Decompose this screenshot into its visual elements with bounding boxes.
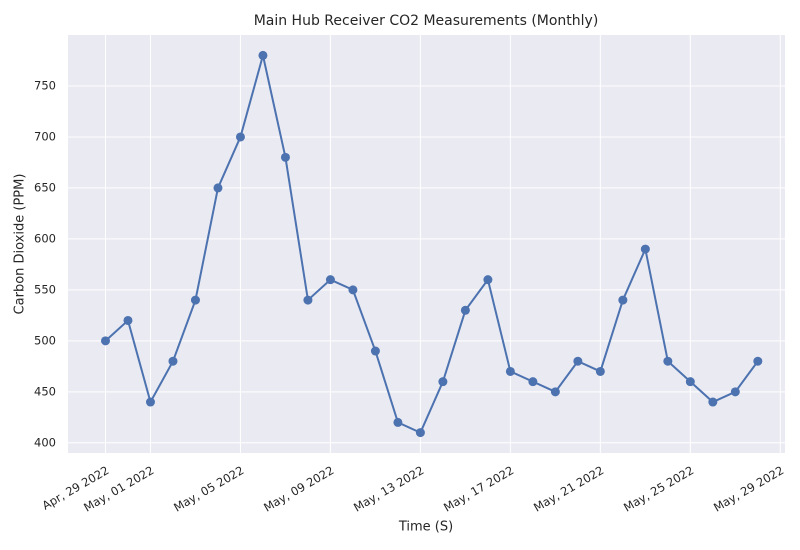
data-point <box>100 336 110 346</box>
data-point <box>528 377 538 387</box>
y-tick-label: 650 <box>34 180 56 194</box>
y-tick-label: 700 <box>34 129 56 143</box>
data-point <box>595 366 605 376</box>
data-point <box>730 387 740 397</box>
data-point <box>190 295 200 305</box>
data-point <box>370 346 380 356</box>
plot-area <box>68 35 785 453</box>
y-tick-label: 750 <box>34 78 56 92</box>
x-axis-label: Time (S) <box>398 520 453 535</box>
data-point <box>258 50 268 60</box>
data-line <box>104 55 759 434</box>
x-tick-label: May, 29 2022 <box>711 463 786 514</box>
data-point <box>123 315 133 325</box>
data-point <box>640 244 650 254</box>
data-point <box>663 356 673 366</box>
data-point <box>708 397 718 407</box>
y-tick-label: 500 <box>34 333 56 347</box>
data-point <box>415 428 425 438</box>
x-tick-label: May, 21 2022 <box>531 463 606 514</box>
data-point <box>753 356 763 366</box>
data-point <box>168 356 178 366</box>
data-point <box>505 366 515 376</box>
y-axis-label: Carbon Dioxide (PPM) <box>13 174 28 315</box>
data-point <box>618 295 628 305</box>
data-point <box>573 356 583 366</box>
x-tick-label: May, 25 2022 <box>621 463 696 514</box>
data-point <box>280 152 290 162</box>
data-point <box>460 305 470 315</box>
data-point <box>483 275 493 285</box>
x-tick-label: May, 13 2022 <box>351 463 426 514</box>
data-point <box>213 183 223 193</box>
data-point <box>145 397 155 407</box>
data-point <box>325 275 335 285</box>
y-tick-label: 450 <box>34 384 56 398</box>
y-tick-label: 400 <box>34 435 56 449</box>
data-point <box>685 377 695 387</box>
data-point <box>393 417 403 427</box>
x-tick-label: May, 17 2022 <box>441 463 516 514</box>
data-point <box>550 387 560 397</box>
chart-title: Main Hub Receiver CO2 Measurements (Mont… <box>254 13 599 29</box>
y-tick-label: 550 <box>34 282 56 296</box>
data-point <box>235 132 245 142</box>
data-point <box>303 295 313 305</box>
data-point <box>348 285 358 295</box>
data-point <box>438 377 448 387</box>
x-tick-label: May, 09 2022 <box>261 463 336 514</box>
x-tick-label: May, 05 2022 <box>171 463 246 514</box>
y-tick-label: 600 <box>34 231 56 245</box>
